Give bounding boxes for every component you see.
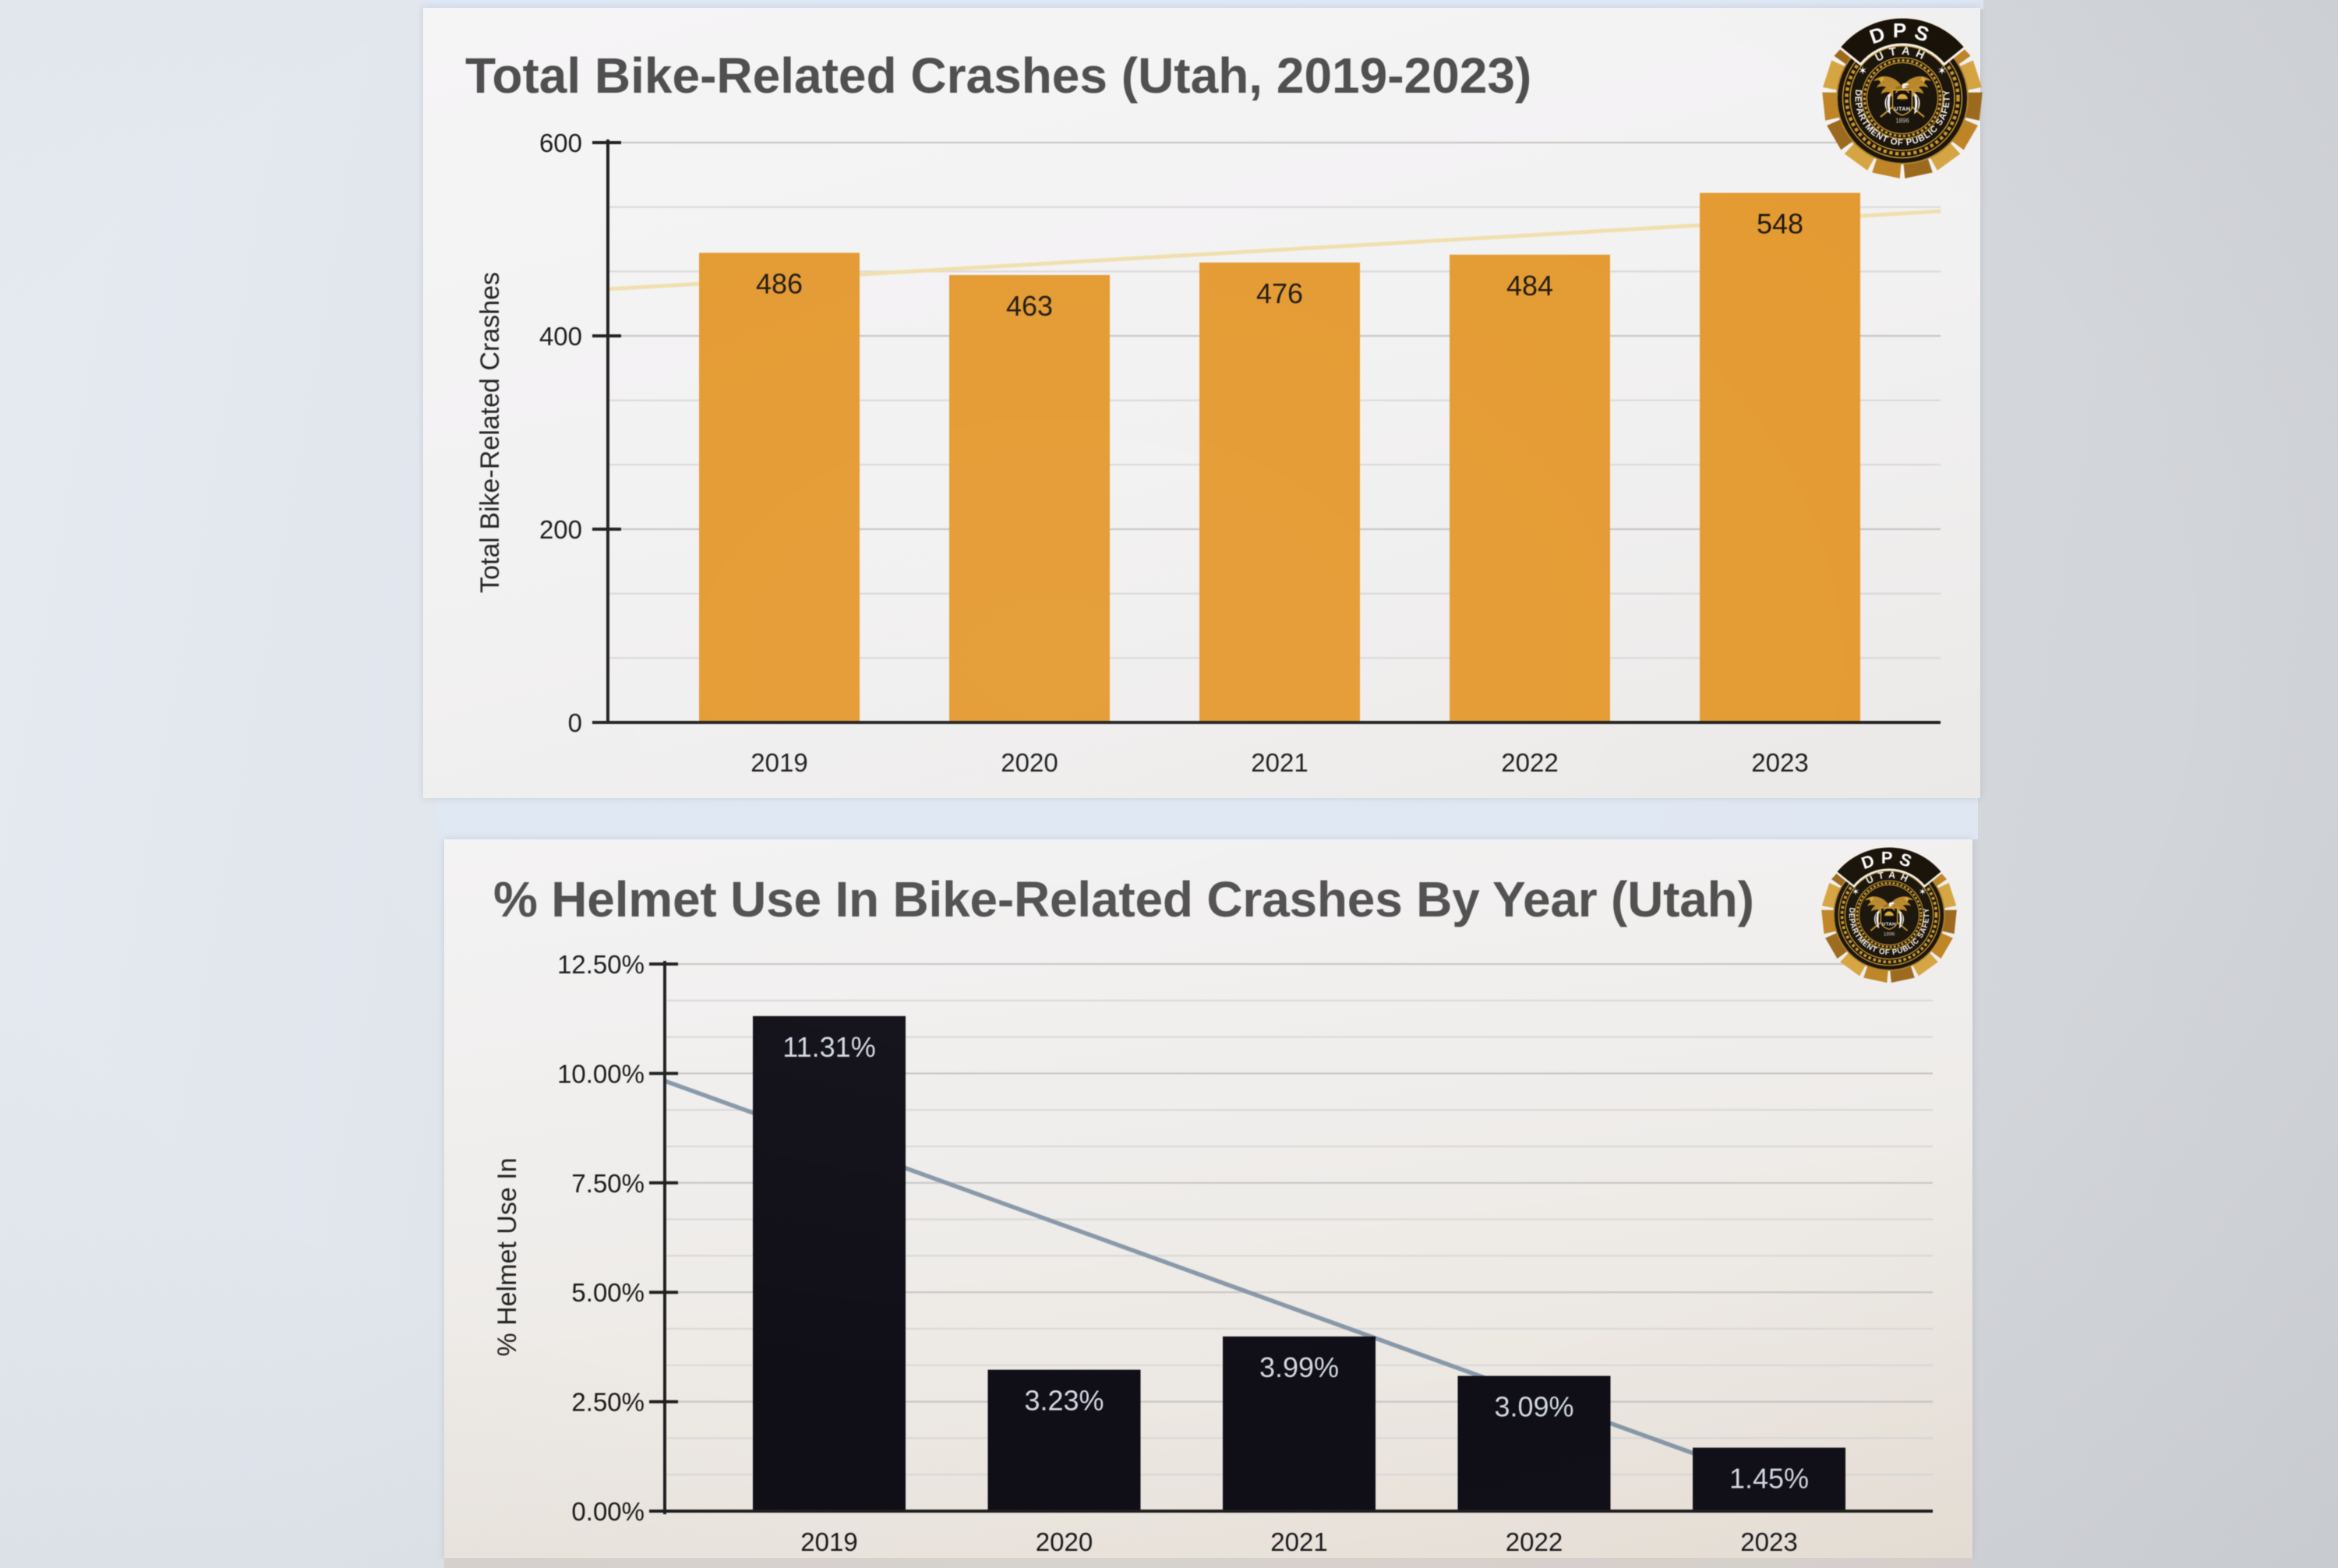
svg-text:2023: 2023 [1751, 748, 1808, 777]
svg-text:12.50%: 12.50% [557, 950, 645, 979]
svg-text:548: 548 [1757, 208, 1803, 240]
svg-text:600: 600 [539, 129, 582, 157]
svg-text:5.00%: 5.00% [571, 1278, 645, 1307]
svg-text:2019: 2019 [750, 748, 807, 777]
svg-text:2023: 2023 [1740, 1527, 1797, 1556]
svg-text:400: 400 [539, 322, 582, 351]
svg-text:486: 486 [756, 267, 803, 299]
svg-text:2020: 2020 [1036, 1527, 1093, 1556]
svg-text:476: 476 [1256, 277, 1303, 309]
svg-text:2022: 2022 [1506, 1527, 1563, 1556]
svg-text:% Helmet Use In Bike-Related C: % Helmet Use In Bike-Related Crashes By … [493, 871, 1754, 927]
svg-text:2019: 2019 [800, 1527, 857, 1556]
svg-text:3.09%: 3.09% [1494, 1391, 1573, 1423]
svg-text:2020: 2020 [1001, 748, 1058, 777]
svg-text:Total Bike-Related Crashes (Ut: Total Bike-Related Crashes (Utah, 2019-2… [465, 48, 1531, 104]
svg-text:200: 200 [539, 515, 582, 544]
svg-text:2021: 2021 [1251, 748, 1308, 777]
svg-text:0.00%: 0.00% [571, 1497, 645, 1526]
svg-text:10.00%: 10.00% [557, 1059, 645, 1088]
svg-text:484: 484 [1506, 270, 1553, 302]
svg-text:7.50%: 7.50% [571, 1169, 645, 1198]
svg-text:2022: 2022 [1501, 748, 1558, 777]
svg-text:% Helmet Use In: % Helmet Use In [493, 1157, 522, 1356]
svg-text:3.23%: 3.23% [1024, 1385, 1104, 1417]
svg-text:2.50%: 2.50% [571, 1388, 645, 1417]
svg-text:1.45%: 1.45% [1729, 1463, 1809, 1495]
svg-text:0: 0 [568, 708, 582, 737]
svg-text:463: 463 [1006, 290, 1053, 322]
svg-text:2021: 2021 [1270, 1527, 1327, 1556]
svg-text:Total Bike-Related Crashes: Total Bike-Related Crashes [475, 272, 505, 593]
svg-text:11.31%: 11.31% [782, 1031, 875, 1063]
svg-text:3.99%: 3.99% [1259, 1351, 1339, 1383]
